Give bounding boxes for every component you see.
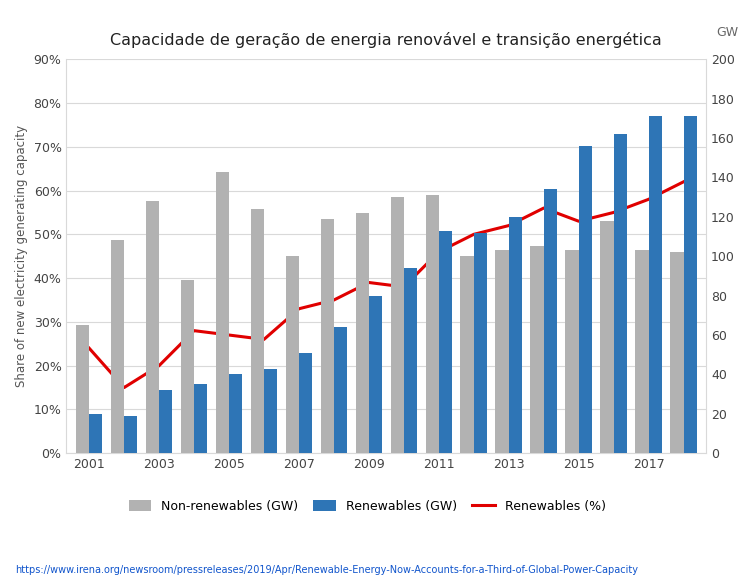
Bar: [320, 219, 334, 453]
Bar: [264, 369, 278, 453]
Renewables (%): [470, 231, 478, 238]
Bar: [530, 246, 544, 453]
Renewables (%): [504, 222, 513, 229]
Renewables (%): [190, 327, 199, 334]
Renewables (%): [399, 283, 408, 290]
Bar: [286, 256, 299, 453]
Renewables (%): [574, 218, 584, 225]
Renewables (%): [679, 179, 688, 186]
Renewables (%): [224, 332, 233, 339]
Legend: Non-renewables (GW), Renewables (GW), Renewables (%): Non-renewables (GW), Renewables (GW), Re…: [124, 495, 610, 518]
Bar: [391, 197, 404, 453]
Renewables (%): [644, 196, 653, 203]
Renewables (%): [329, 297, 338, 303]
Renewables (%): [154, 362, 164, 369]
Renewables (%): [539, 205, 548, 212]
Bar: [649, 116, 662, 453]
Bar: [614, 134, 627, 453]
Bar: [229, 375, 242, 453]
Renewables (%): [85, 344, 94, 351]
Title: Capacidade de geração de energia renovável e transição energética: Capacidade de geração de energia renováv…: [110, 32, 662, 49]
Bar: [600, 221, 613, 453]
Bar: [124, 416, 137, 453]
Renewables (%): [434, 249, 443, 255]
Bar: [159, 390, 172, 453]
Bar: [509, 217, 522, 453]
Bar: [194, 384, 207, 453]
Bar: [670, 252, 683, 453]
Bar: [496, 250, 508, 453]
Bar: [579, 146, 592, 453]
Bar: [474, 232, 487, 453]
Bar: [89, 414, 103, 453]
Bar: [404, 268, 417, 453]
Renewables (%): [609, 209, 618, 216]
Renewables (%): [119, 384, 128, 391]
Renewables (%): [364, 279, 374, 286]
Renewables (%): [295, 305, 304, 312]
Bar: [299, 353, 312, 453]
Bar: [356, 213, 369, 453]
Bar: [566, 250, 579, 453]
Y-axis label: Share of new electricity generating capacity: Share of new electricity generating capa…: [15, 125, 28, 387]
Bar: [334, 327, 347, 453]
Bar: [216, 172, 229, 453]
Bar: [439, 231, 452, 453]
Bar: [76, 325, 89, 453]
Text: https://www.irena.org/newsroom/pressreleases/2019/Apr/Renewable-Energy-Now-Accou: https://www.irena.org/newsroom/pressrele…: [15, 565, 638, 575]
Bar: [635, 250, 649, 453]
Bar: [111, 240, 124, 453]
Bar: [251, 209, 264, 453]
Bar: [683, 116, 697, 453]
Bar: [369, 295, 382, 453]
Bar: [544, 189, 557, 453]
Text: GW: GW: [717, 26, 739, 39]
Bar: [146, 201, 159, 453]
Renewables (%): [260, 336, 268, 343]
Bar: [460, 256, 474, 453]
Bar: [425, 195, 439, 453]
Line: Renewables (%): Renewables (%): [89, 182, 683, 388]
Bar: [181, 280, 194, 453]
